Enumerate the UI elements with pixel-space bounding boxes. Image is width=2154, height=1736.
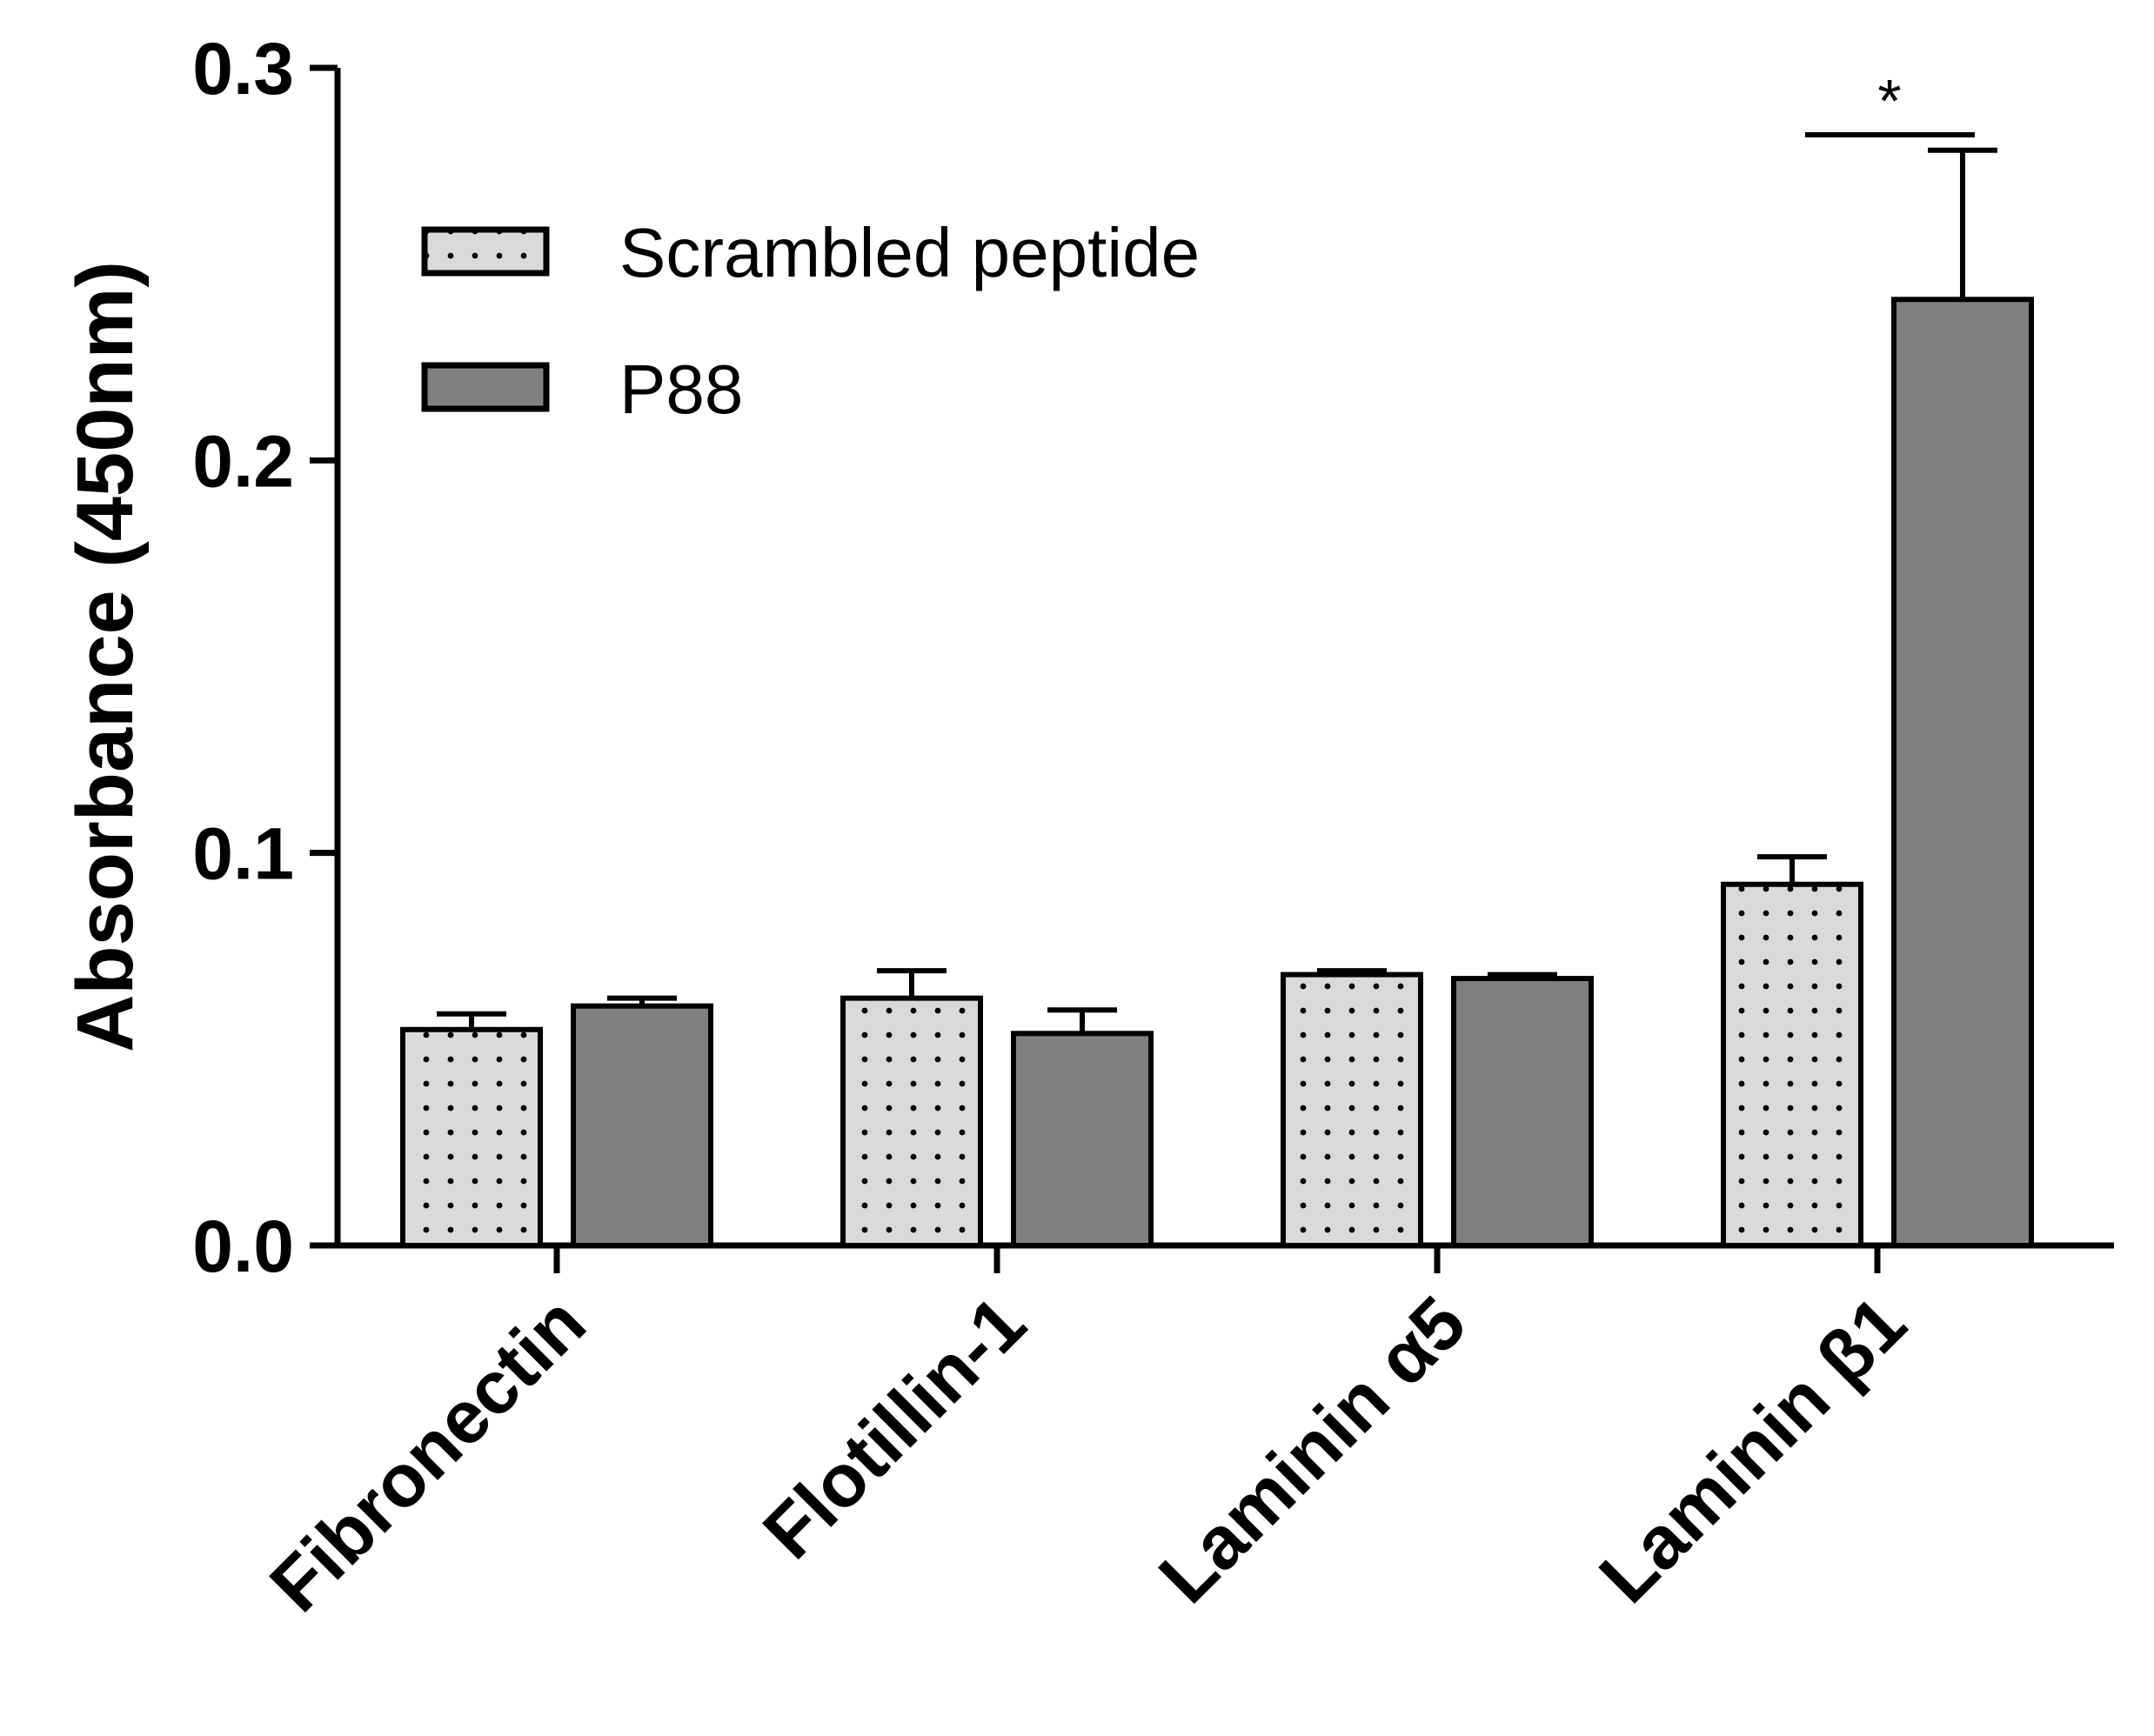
- x-tick-label-fibronectin: Fibronectin: [254, 1281, 601, 1628]
- x-tick-label-laminin-β1: Laminin β1: [1584, 1281, 1923, 1619]
- legend-label-p88: P88: [619, 351, 743, 428]
- x-ticks: [553, 1245, 1881, 1273]
- x-tick-label-flotillin-1: Flotillin-1: [747, 1281, 1041, 1575]
- error-bars: [437, 147, 1997, 1034]
- bar-scrambled-peptide-flotillin-1: [840, 995, 983, 1249]
- y-axis-title: Absorbance (450nm): [61, 261, 150, 1052]
- legend-label-scrambled-peptide: Scrambled peptide: [619, 214, 1200, 291]
- y-tick-label: 0.1: [192, 813, 294, 895]
- y-tick-label: 0.2: [192, 420, 294, 502]
- bar-p88-flotillin-1: [1011, 1031, 1154, 1249]
- legend-swatch-p88: [421, 362, 550, 412]
- bar-scrambled-peptide-fibronectin: [400, 1026, 543, 1249]
- legend: Scrambled peptide P88: [421, 214, 1200, 428]
- significance-marker: *: [1805, 67, 1975, 137]
- bar-scrambled-peptide-laminin-β1: [1721, 881, 1863, 1248]
- y-ticks: 0.0 0.1 0.2 0.3: [192, 28, 338, 1287]
- legend-swatch-scrambled-peptide: [421, 226, 550, 277]
- y-tick-label: 0.0: [192, 1205, 294, 1287]
- bars: [400, 297, 2034, 1249]
- bar-p88-laminin-α5: [1451, 976, 1594, 1249]
- x-tick-labels: Fibronectin Flotillin-1 Laminin α5 Laminin …: [254, 1281, 1922, 1628]
- x-tick-label-laminin-α5: Laminin α5: [1143, 1281, 1482, 1619]
- bar-p88-laminin-β1: [1891, 297, 2034, 1249]
- significance-star: *: [1877, 67, 1901, 135]
- bar-scrambled-peptide-laminin-α5: [1281, 971, 1423, 1248]
- bar-p88-fibronectin: [571, 1003, 713, 1248]
- y-tick-label: 0.3: [192, 28, 294, 110]
